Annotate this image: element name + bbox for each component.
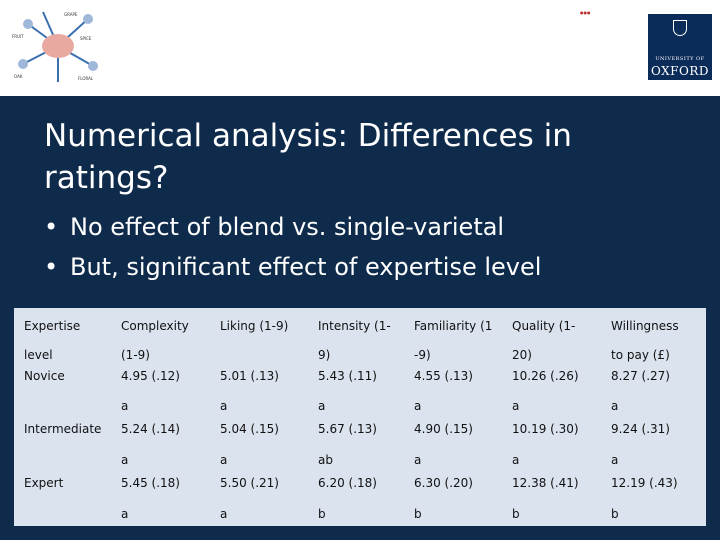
- table-cell: 5.01 (.13): [220, 369, 279, 383]
- table-header-cell: Liking (1-9): [220, 319, 289, 333]
- significance-letter: a: [220, 507, 228, 521]
- bullet-item: • No effect of blend vs. single-varietal: [44, 210, 541, 250]
- significance-letter: a: [512, 453, 520, 467]
- significance-letter: a: [611, 453, 619, 467]
- table-cell: 5.43 (.11): [318, 369, 377, 383]
- bullet-text: No effect of blend vs. single-varietal: [70, 213, 505, 241]
- logo-label-2: FRUIT: [12, 34, 24, 39]
- bullet-dot-icon: •: [44, 253, 59, 281]
- table-header-cell: 20): [512, 348, 532, 362]
- significance-letter: b: [414, 507, 422, 521]
- significance-letter: a: [121, 399, 129, 413]
- table-header-cell: Expertise: [24, 319, 81, 333]
- table-header-cell: Intensity (1-: [318, 319, 391, 333]
- significance-letter: a: [414, 399, 422, 413]
- significance-letter: b: [512, 507, 520, 521]
- table-header-cell: (1-9): [121, 348, 150, 362]
- ratings-table: [14, 308, 706, 526]
- bullet-list: • No effect of blend vs. single-varietal …: [44, 210, 541, 290]
- table-header-cell: Complexity: [121, 319, 189, 333]
- significance-letter: a: [121, 453, 129, 467]
- table-cell: 9.24 (.31): [611, 422, 670, 436]
- row-label-intermediate: Intermediate: [24, 422, 102, 436]
- table-cell: 8.27 (.27): [611, 369, 670, 383]
- significance-letter: a: [121, 507, 129, 521]
- table-cell: 4.95 (.12): [121, 369, 180, 383]
- slide-header: GRAPE FRUIT SPICE OAK FLORAL ●●● UNIVERS…: [0, 0, 720, 96]
- table-cell: 5.50 (.21): [220, 476, 279, 490]
- bullet-dot-icon: •: [44, 213, 59, 241]
- wine-flavor-wheel-logo: GRAPE FRUIT SPICE OAK FLORAL: [8, 4, 108, 89]
- table-header-cell: Quality (1-: [512, 319, 576, 333]
- table-cell: 10.26 (.26): [512, 369, 579, 383]
- table-cell: 10.19 (.30): [512, 422, 579, 436]
- table-cell: 12.38 (.41): [512, 476, 579, 490]
- row-label-novice: Novice: [24, 369, 65, 383]
- significance-letter: b: [611, 507, 619, 521]
- oxford-university-text: UNIVERSITY OF: [655, 56, 705, 62]
- logo-label-3: SPICE: [80, 36, 92, 41]
- table-header-cell: level: [24, 348, 53, 362]
- significance-letter: a: [512, 399, 520, 413]
- table-cell: 5.67 (.13): [318, 422, 377, 436]
- significance-letter: a: [220, 399, 228, 413]
- oxford-university-logo: UNIVERSITY OF OXFORD: [648, 14, 712, 80]
- table-header-cell: Familiarity (1: [414, 319, 493, 333]
- bullet-item: • But, significant effect of expertise le…: [44, 250, 541, 290]
- logo-label-4: OAK: [14, 74, 23, 79]
- significance-letter: a: [318, 399, 326, 413]
- significance-letter: a: [220, 453, 228, 467]
- table-cell: 5.45 (.18): [121, 476, 180, 490]
- oxford-name-text: OXFORD: [651, 64, 709, 78]
- significance-letter: a: [611, 399, 619, 413]
- table-header-cell: Willingness: [611, 319, 679, 333]
- table-header-cell: -9): [414, 348, 431, 362]
- table-cell: 4.55 (.13): [414, 369, 473, 383]
- significance-letter: a: [414, 453, 422, 467]
- logo-label-1: GRAPE: [64, 12, 78, 17]
- significance-letter: b: [318, 507, 326, 521]
- small-decorative-mark: ●●●: [580, 10, 591, 15]
- table-cell: 6.30 (.20): [414, 476, 473, 490]
- table-header-cell: 9): [318, 348, 331, 362]
- slide-title: Numerical analysis: Differences in ratin…: [44, 118, 572, 196]
- table-cell: 6.20 (.18): [318, 476, 377, 490]
- row-label-expert: Expert: [24, 476, 64, 490]
- table-cell: 5.24 (.14): [121, 422, 180, 436]
- significance-letter: ab: [318, 453, 333, 467]
- bullet-text: But, significant effect of expertise lev…: [70, 253, 542, 281]
- table-cell: 5.04 (.15): [220, 422, 279, 436]
- table-header-cell: to pay (£): [611, 348, 670, 362]
- table-cell: 4.90 (.15): [414, 422, 473, 436]
- table-cell: 12.19 (.43): [611, 476, 678, 490]
- logo-label-5: FLORAL: [78, 76, 94, 81]
- oxford-crest-icon: [673, 20, 687, 36]
